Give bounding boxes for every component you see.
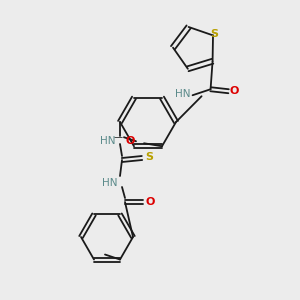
Text: S: S [210, 29, 218, 39]
Text: HN: HN [102, 178, 118, 188]
Text: S: S [145, 152, 153, 162]
Text: O: O [125, 136, 135, 146]
Text: HN: HN [100, 136, 116, 146]
Text: —: — [113, 133, 122, 142]
Text: HN: HN [175, 89, 190, 99]
Text: O: O [145, 197, 155, 207]
Text: O: O [230, 86, 239, 96]
